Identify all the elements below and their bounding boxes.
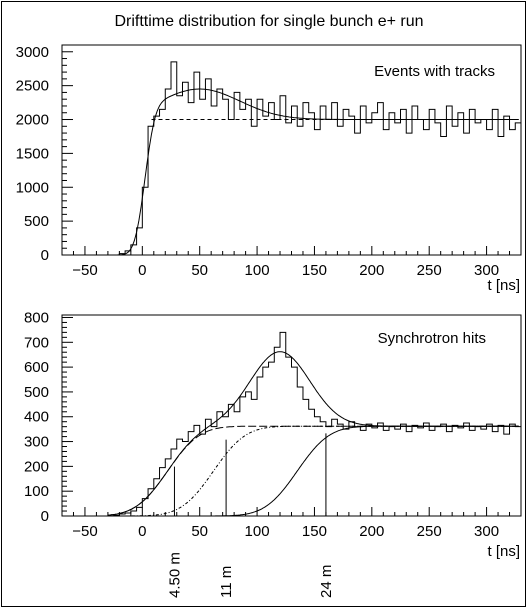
y-tick-label: 1000 <box>16 179 49 196</box>
x-tick-label: 0 <box>138 262 146 279</box>
chart-title: Drifttime distribution for single bunch … <box>114 13 423 30</box>
x-tick-label: 50 <box>191 523 208 540</box>
panel-label-top: Events with tracks <box>374 63 495 80</box>
y-tick-label: 300 <box>24 434 49 451</box>
component-24m-curve <box>107 425 519 517</box>
x-tick-label: 50 <box>191 262 208 279</box>
x-tick-label: 150 <box>302 262 327 279</box>
x-tick-label: 200 <box>359 262 384 279</box>
x-tick-label: −50 <box>72 523 97 540</box>
x-tick-label: 150 <box>302 523 327 540</box>
y-tick-label: 1500 <box>16 145 49 162</box>
panel-label-bottom: Synchrotron hits <box>378 330 486 347</box>
x-axis-label-bottom: t [ns] <box>487 543 520 560</box>
histogram-outline <box>113 331 521 516</box>
x-tick-label: 250 <box>417 262 442 279</box>
panel-events-with-tracks: −50 0 50 100 150 200 250 3000500100015002000250… <box>16 44 522 294</box>
y-tick-label: 500 <box>24 213 49 230</box>
x-tick-label: 0 <box>138 523 146 540</box>
fit-curve <box>107 88 519 256</box>
y-tick-label: 100 <box>24 483 49 500</box>
y-tick-label: 2000 <box>16 112 49 129</box>
y-tick-label: 700 <box>24 334 49 351</box>
y-tick-label: 200 <box>24 458 49 475</box>
x-tick-label: 100 <box>245 523 270 540</box>
y-tick-label: 0 <box>41 247 49 264</box>
panel-synchrotron-hits: −50 0 50 100 150 200 250 300 0 100 200 300 400 500 600… <box>24 309 522 598</box>
y-tick-label: 3000 <box>16 44 49 61</box>
marker-label: 11 m <box>218 566 235 598</box>
marker-label: 4.50 m <box>166 552 183 598</box>
x-tick-label: 250 <box>417 523 442 540</box>
y-tick-label: 2500 <box>16 78 49 95</box>
component-4.50m-curve <box>107 425 519 516</box>
total-fit-curve <box>107 351 519 516</box>
y-tick-label: 0 <box>41 508 49 525</box>
y-tick-label: 400 <box>24 409 49 426</box>
y-tick-label: 800 <box>24 309 49 326</box>
x-tick-label: −50 <box>72 262 97 279</box>
x-tick-label: 200 <box>359 523 384 540</box>
x-tick-label: 300 <box>474 262 499 279</box>
component-11m-curve <box>107 425 519 517</box>
x-axis-label-top: t [ns] <box>487 277 520 294</box>
marker-label: 24 m <box>318 565 335 598</box>
y-tick-label: 500 <box>24 384 49 401</box>
x-tick-label: 300 <box>474 523 499 540</box>
histogram-outline <box>118 61 521 255</box>
x-tick-label: 100 <box>245 262 270 279</box>
y-tick-label: 600 <box>24 359 49 376</box>
